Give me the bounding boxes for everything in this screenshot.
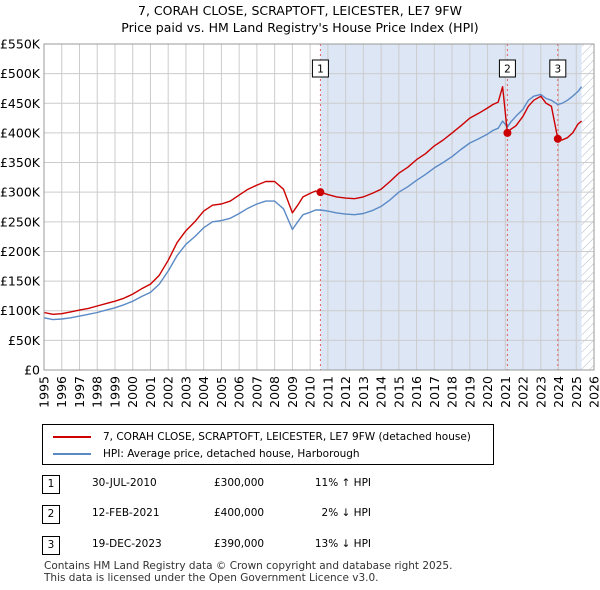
x-tick-label: 2025 [569, 376, 584, 408]
x-tick-label: 2013 [356, 376, 371, 408]
sale-row: 3 19-DEC-2023 £390,000 13% ↓ HPI [0, 536, 600, 556]
sale-3-badge-label: 3 [554, 64, 561, 76]
x-tick-label: 2009 [285, 376, 300, 408]
sale-hpi-diff: 13% ↓ HPI [314, 538, 371, 550]
sale-hpi-diff: 2% ↓ HPI [321, 507, 371, 519]
sale-2-badge-label: 2 [504, 64, 511, 76]
sale-hpi-diff: 11% ↑ HPI [314, 477, 371, 489]
property-price-line [43, 85, 583, 315]
sale-date: 19-DEC-2023 [92, 538, 162, 550]
sale-1-badge [311, 59, 329, 78]
x-tick-label: 1999 [107, 376, 122, 408]
y-tick-label: £300K [0, 185, 41, 200]
legend-swatch-hpi [53, 452, 91, 455]
legend-label-hpi: HPI: Average price, detached house, Harb… [103, 447, 360, 460]
sale-row: 1 30-JUL-2010 £300,000 11% ↑ HPI [0, 475, 600, 495]
sale-number-badge: 3 [42, 536, 60, 555]
x-tick-label: 2006 [232, 376, 247, 408]
shaded-period [320, 44, 582, 370]
sale-price: £390,000 [214, 538, 265, 550]
y-tick-label: £200K [0, 244, 41, 259]
footer-licence: This data is licensed under the Open Gov… [44, 572, 379, 584]
x-tick-label: 2010 [303, 376, 318, 408]
price-chart: 1 2 3 £0 £50K £100K £150K £200K £250K £300K £350K… [0, 37, 600, 408]
sale-number-badge: 1 [42, 475, 60, 494]
x-tick-label: 1998 [90, 376, 105, 408]
legend-swatch-property [53, 435, 91, 438]
x-tick-label: 2019 [462, 376, 477, 408]
chart-title: 7, CORAH CLOSE, SCRAPTOFT, LEICESTER, LE… [0, 2, 600, 36]
sale-2-badge [498, 59, 516, 78]
y-tick-label: £0 [24, 363, 40, 378]
x-tick-label: 2008 [267, 376, 282, 408]
legend-label-property: 7, CORAH CLOSE, SCRAPTOFT, LEICESTER, LE… [103, 430, 471, 443]
x-tick-label: 2018 [445, 376, 460, 408]
x-tick-label: 2007 [249, 376, 264, 408]
y-tick-label: £400K [0, 125, 41, 140]
sale-price: £400,000 [214, 507, 265, 519]
sale-2-marker [503, 128, 512, 137]
y-tick-label: £150K [0, 274, 41, 289]
x-tick-label: 2023 [533, 376, 548, 408]
y-tick-label: £500K [0, 66, 41, 81]
x-tick-label: 2017 [427, 376, 442, 408]
legend-item-hpi: HPI: Average price, detached house, Harb… [43, 445, 360, 462]
x-tick-label: 2015 [391, 376, 406, 408]
legend-item-property: 7, CORAH CLOSE, SCRAPTOFT, LEICESTER, LE… [43, 428, 471, 445]
x-tick-label: 2000 [125, 376, 140, 408]
sale-1-marker [316, 188, 325, 197]
chart-legend: 7, CORAH CLOSE, SCRAPTOFT, LEICESTER, LE… [42, 424, 494, 465]
x-tick-label: 2021 [498, 376, 513, 408]
sale-row: 2 12-FEB-2021 £400,000 2% ↓ HPI [0, 505, 600, 525]
x-tick-label: 1995 [37, 376, 52, 408]
x-tick-label: 2014 [374, 376, 389, 408]
y-tick-label: £350K [0, 155, 41, 170]
sale-price: £300,000 [214, 477, 265, 489]
forecast-hatch [581, 44, 594, 370]
x-tick-label: 2011 [320, 376, 335, 408]
sale-date: 30-JUL-2010 [92, 477, 157, 489]
x-tick-label: 1997 [72, 376, 87, 408]
y-tick-label: £450K [0, 96, 41, 111]
x-tick-label: 2016 [409, 376, 424, 408]
x-tick-label: 2005 [214, 376, 229, 408]
title-line-1: 7, CORAH CLOSE, SCRAPTOFT, LEICESTER, LE… [138, 3, 462, 18]
y-tick-label: £100K [0, 303, 41, 318]
x-tick-label: 2001 [143, 376, 158, 408]
sale-1-badge-label: 1 [317, 64, 324, 76]
x-tick-label: 2024 [551, 376, 566, 408]
x-tick-label: 2012 [338, 376, 353, 408]
y-tick-label: £50K [8, 333, 41, 348]
x-tick-label: 1996 [54, 376, 69, 408]
x-tick-label: 2002 [161, 376, 176, 408]
hpi-line [43, 86, 583, 321]
footer: Contains HM Land Registry data © Crown c… [44, 560, 452, 584]
y-tick-label: £250K [0, 214, 41, 229]
sale-3-marker [553, 134, 562, 143]
x-tick-label: 2003 [178, 376, 193, 408]
x-tick-label: 2020 [480, 376, 495, 408]
sale-date: 12-FEB-2021 [92, 507, 160, 519]
x-tick-label: 2004 [196, 376, 211, 408]
y-tick-label: £550K [0, 37, 41, 52]
plot-border [43, 43, 595, 371]
x-tick-label: 2026 [587, 376, 600, 408]
x-tick-label: 2022 [516, 376, 531, 408]
sale-3-badge [549, 59, 567, 78]
title-line-2: Price paid vs. HM Land Registry's House … [121, 20, 479, 35]
footer-copyright: Contains HM Land Registry data © Crown c… [44, 560, 453, 572]
sale-number-badge: 2 [42, 505, 60, 524]
